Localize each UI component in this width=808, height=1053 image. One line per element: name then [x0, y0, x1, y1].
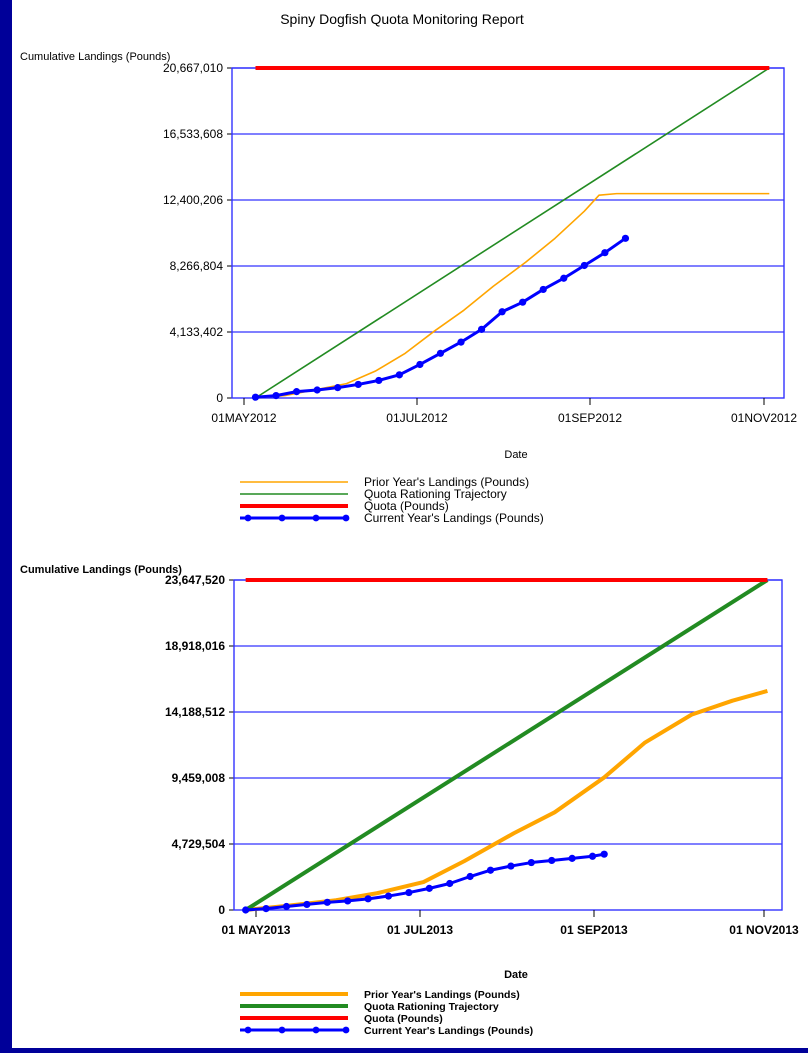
legend-marker: [244, 1026, 252, 1034]
y-tick-label: 14,188,512: [165, 705, 225, 719]
data-point: [486, 866, 495, 874]
legend-marker: [244, 514, 252, 522]
y-tick-label: 20,667,010: [163, 61, 223, 75]
x-axis-label: Date: [504, 449, 527, 461]
legend-label: Quota (Pounds): [364, 1013, 443, 1025]
report-panel: Spiny Dogfish Quota Monitoring Report Cum…: [12, 0, 808, 1048]
data-point: [477, 325, 486, 333]
data-point: [498, 308, 506, 316]
data-point: [272, 392, 280, 400]
data-point: [519, 298, 527, 306]
legend-label: Current Year's Landings (Pounds): [364, 511, 544, 525]
data-point: [395, 371, 403, 379]
x-axis-label: Date: [504, 969, 528, 981]
plot-frame: [231, 67, 785, 399]
y-tick-label: 18,918,016: [165, 639, 225, 653]
y-tick-label: 4,133,402: [170, 325, 224, 339]
data-point: [364, 895, 372, 903]
legend-label: Prior Year's Landings (Pounds): [364, 475, 529, 489]
data-point: [600, 850, 608, 858]
data-point: [527, 858, 535, 867]
y-tick-label: 0: [216, 391, 223, 405]
legend-marker: [278, 514, 286, 522]
data-point: [334, 384, 342, 392]
data-point: [323, 898, 331, 906]
data-point: [446, 879, 454, 888]
data-point: [313, 386, 321, 394]
legend-marker: [342, 1026, 350, 1034]
data-point: [568, 854, 576, 862]
series-line: [255, 237, 627, 399]
data-point: [560, 274, 568, 282]
legend-label: Prior Year's Landings (Pounds): [364, 989, 520, 1001]
chart-2: Cumulative Landings (Pounds) 0 4,729,504 9,…: [20, 564, 799, 1037]
y-axis-label: Cumulative Landings (Pounds): [20, 564, 182, 576]
series-line: [255, 192, 770, 399]
legend-label: Quota (Pounds): [364, 499, 449, 513]
x-tick-label: 01SEP2012: [558, 411, 622, 425]
report-svg: Spiny Dogfish Quota Monitoring Report Cum…: [20, 11, 799, 1037]
data-point: [507, 862, 515, 870]
data-point: [457, 338, 465, 346]
data-point: [588, 852, 597, 860]
data-point: [282, 902, 291, 911]
legend-label: Current Year's Landings (Pounds): [364, 1025, 533, 1037]
y-tick-label: 0: [218, 903, 225, 917]
x-tick-label: 01 MAY2013: [222, 923, 291, 937]
data-point: [303, 900, 311, 909]
data-point: [539, 285, 547, 294]
data-point: [354, 380, 362, 389]
y-tick-label: 12,400,206: [163, 193, 223, 207]
x-tick-label: 01 JUL2013: [387, 923, 453, 937]
legend-label: Quota Rationing Trajectory: [364, 1001, 499, 1013]
legend-marker: [312, 514, 320, 522]
data-point: [251, 393, 260, 401]
data-point: [405, 888, 413, 897]
data-point: [242, 906, 250, 914]
data-point: [621, 234, 630, 242]
data-point: [548, 856, 556, 865]
x-tick-label: 01 SEP2013: [560, 923, 628, 937]
y-tick-label: 4,729,504: [172, 837, 226, 851]
data-point: [292, 388, 301, 396]
data-point: [344, 897, 352, 905]
data-point: [601, 249, 609, 257]
legend-marker: [312, 1026, 320, 1034]
report-title: Spiny Dogfish Quota Monitoring Report: [280, 11, 524, 27]
series-line: [255, 67, 770, 399]
data-point: [375, 376, 383, 385]
y-axis-label: Cumulative Landings (Pounds): [20, 51, 170, 63]
x-tick-label: 01MAY2012: [211, 411, 276, 425]
series-line: [245, 688, 768, 912]
y-tick-label: 16,533,608: [163, 127, 223, 141]
chart-1: Cumulative Landings (Pounds) 0 4,133,402 8,…: [20, 51, 797, 525]
data-point: [262, 905, 270, 913]
data-point: [436, 349, 445, 357]
data-point: [466, 872, 474, 881]
y-tick-label: 23,647,520: [165, 573, 225, 587]
x-tick-label: 01JUL2012: [386, 411, 448, 425]
data-point: [425, 884, 433, 892]
data-point: [580, 261, 588, 270]
y-tick-label: 8,266,804: [170, 259, 224, 273]
y-tick-label: 9,459,008: [172, 771, 226, 785]
series-line: [244, 578, 769, 912]
legend-marker: [342, 514, 350, 522]
legend-label: Quota Rationing Trajectory: [364, 487, 507, 501]
legend-marker: [278, 1026, 286, 1034]
data-point: [384, 892, 393, 900]
x-tick-label: 01NOV2012: [731, 411, 797, 425]
x-tick-label: 01 NOV2013: [729, 923, 799, 937]
data-point: [416, 360, 424, 369]
